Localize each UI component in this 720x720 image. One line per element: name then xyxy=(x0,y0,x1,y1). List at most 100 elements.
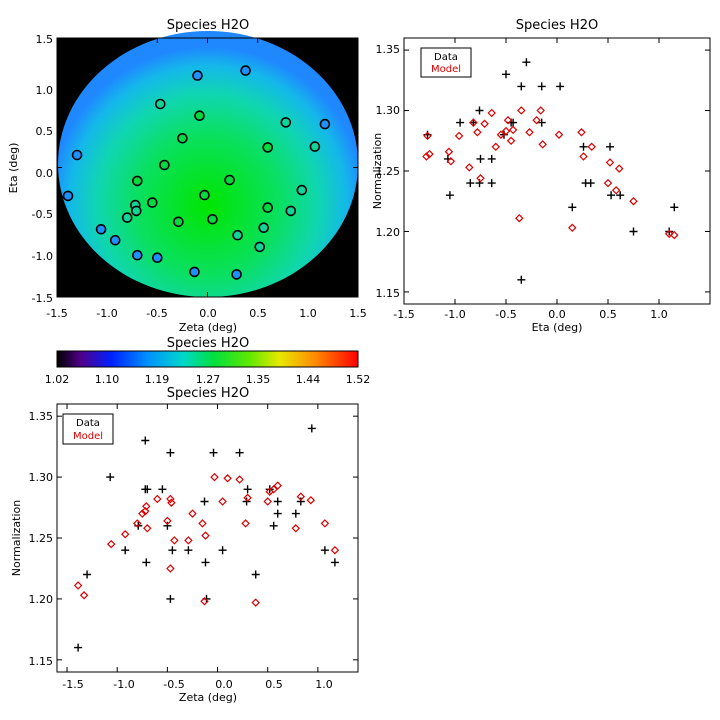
eta-x-tick: 0.5 xyxy=(599,308,617,321)
zeta-model-point xyxy=(153,494,162,504)
zeta-model-point xyxy=(235,475,244,484)
zeta-data-point xyxy=(200,497,209,506)
map-point xyxy=(132,175,143,187)
map-point xyxy=(309,141,321,152)
zeta-model-point xyxy=(141,506,150,516)
zeta-data-point xyxy=(242,497,251,506)
zeta-model-point xyxy=(133,519,142,528)
eta-data-point xyxy=(537,82,546,91)
colorbar-tick: 1.35 xyxy=(246,373,271,386)
zeta-y-tick: 1.30 xyxy=(29,471,54,484)
zeta-x-tick: 1.0 xyxy=(315,678,333,691)
colorbar-title: Species H2O xyxy=(167,336,249,351)
colorbar-tick: 1.27 xyxy=(196,373,221,386)
eta-data-point xyxy=(502,70,510,79)
eta-model-point xyxy=(465,163,474,172)
map-point xyxy=(152,252,163,264)
eta-legend: Data Model xyxy=(420,47,472,78)
zeta-model-point xyxy=(120,530,130,539)
colorbar-tick: 1.10 xyxy=(95,373,120,386)
zeta-data-point xyxy=(163,521,172,530)
zeta-title: Species H2O xyxy=(167,386,249,401)
zeta-model-point xyxy=(142,502,151,511)
zeta-data-point xyxy=(166,594,175,603)
zeta-model-point xyxy=(188,509,197,518)
zeta-model-point xyxy=(320,519,330,528)
map-ticks xyxy=(56,38,359,297)
colorbar-gradient xyxy=(56,350,359,368)
zeta-legend-data: Data xyxy=(76,418,100,429)
eta-model-point xyxy=(605,158,615,167)
zeta-data-point xyxy=(106,473,115,482)
zeta-data-point xyxy=(168,546,177,555)
zeta-model-point xyxy=(198,519,207,528)
eta-data-point xyxy=(537,118,546,127)
map-point xyxy=(155,98,166,110)
eta-data-point xyxy=(606,142,614,151)
eta-data-point xyxy=(517,82,526,91)
map-y-tick: 1.5 xyxy=(36,33,54,46)
zeta-x-tick: 0.0 xyxy=(215,678,233,691)
zeta-data-point xyxy=(243,485,252,494)
map-panel: Species H2O Zeta (deg) Eta (deg) -1.5 -1… xyxy=(7,18,367,334)
eta-x-tick: -1.5 xyxy=(393,308,414,321)
map-point xyxy=(109,234,121,246)
map-point xyxy=(71,149,83,161)
zeta-model-point xyxy=(273,481,282,490)
map-point xyxy=(262,202,274,213)
zeta-data-point xyxy=(158,485,167,494)
eta-model-point xyxy=(515,213,524,223)
zeta-model-point xyxy=(306,495,316,505)
eta-data-point xyxy=(456,118,465,127)
zeta-model-point xyxy=(79,591,89,600)
colorbar-tick: 1.02 xyxy=(45,373,70,386)
eta-model-point xyxy=(577,128,586,137)
zeta-data-point xyxy=(273,509,282,518)
zeta-model-point xyxy=(223,474,232,483)
eta-model-point xyxy=(501,126,511,136)
map-y-label: Eta (deg) xyxy=(7,143,20,194)
eta-data-point xyxy=(487,179,496,188)
map-field xyxy=(58,31,358,297)
map-point xyxy=(132,249,143,261)
eta-data-point xyxy=(568,203,577,212)
colorbar-panel: Species H2O 1.02 1.10 1.19 1.27 1.35 1.4… xyxy=(45,336,371,386)
zeta-x-tick: -1.5 xyxy=(62,678,83,691)
eta-legend-model: Model xyxy=(431,64,461,75)
map-point xyxy=(189,266,200,278)
zeta-model-point xyxy=(201,531,210,540)
zeta-model-point xyxy=(269,485,278,494)
zeta-data-point xyxy=(269,521,278,530)
zeta-data-point xyxy=(273,497,282,506)
zeta-model-point xyxy=(263,497,272,506)
zeta-points xyxy=(73,424,340,652)
map-x-label: Zeta (deg) xyxy=(179,321,237,334)
zeta-model-point xyxy=(200,597,209,606)
eta-y-tick: 1.25 xyxy=(376,165,401,178)
map-point xyxy=(199,189,210,201)
zeta-data-point xyxy=(291,509,300,518)
eta-x-tick: 0.0 xyxy=(548,308,566,321)
map-point xyxy=(192,70,203,81)
eta-model-point xyxy=(508,125,518,135)
zeta-data-point xyxy=(307,424,316,433)
eta-data-point xyxy=(522,58,531,67)
zeta-model-point xyxy=(138,509,147,518)
zeta-data-point xyxy=(330,558,339,567)
eta-frame xyxy=(403,37,711,305)
map-point xyxy=(173,216,184,228)
eta-data-point xyxy=(475,106,484,115)
eta-data-point xyxy=(487,154,496,163)
zeta-model-point xyxy=(330,545,340,555)
map-point xyxy=(194,110,205,121)
eta-title: Species H2O xyxy=(516,18,598,33)
eta-model-point xyxy=(670,230,679,240)
eta-model-point xyxy=(496,130,506,139)
eta-model-point xyxy=(579,152,588,161)
zeta-model-point xyxy=(163,516,172,526)
eta-model-point xyxy=(554,130,564,139)
eta-x-label: Eta (deg) xyxy=(532,321,583,334)
eta-model-point xyxy=(536,106,545,115)
eta-model-point xyxy=(532,115,541,125)
